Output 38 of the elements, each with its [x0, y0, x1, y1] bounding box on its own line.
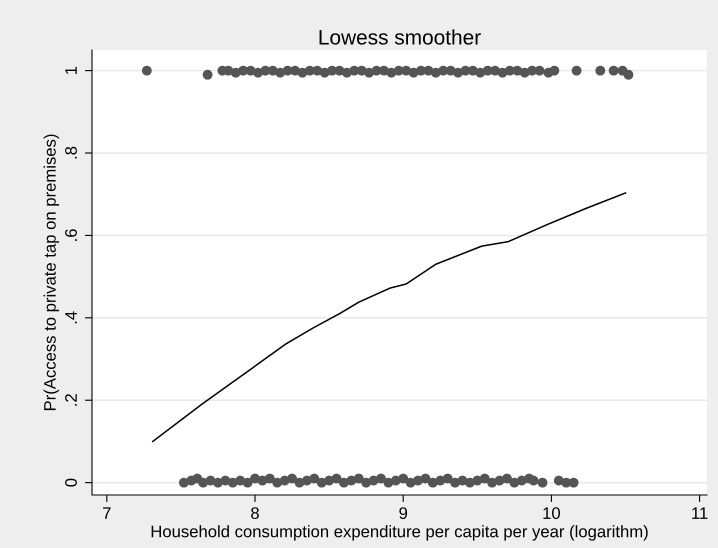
point	[420, 474, 430, 484]
point	[480, 474, 490, 484]
point	[549, 66, 560, 76]
point	[242, 478, 253, 488]
x-tick-label: 11	[692, 507, 708, 519]
y-tick-label: .6	[65, 229, 77, 241]
point	[624, 70, 634, 80]
y-tick-label: 0	[65, 478, 77, 487]
point	[534, 66, 544, 76]
point	[398, 474, 408, 484]
point	[538, 478, 548, 488]
point	[287, 474, 297, 484]
point	[528, 476, 539, 486]
x-tick-label: 7	[103, 507, 111, 519]
x-axis-title: Household consumption expenditure per capita per year (logarithm)	[152, 525, 648, 541]
point	[309, 474, 320, 484]
point	[502, 474, 512, 484]
chart-title: Lowess smoother	[320, 29, 481, 45]
y-axis-title: Pr(Access to private tap on premises)	[44, 134, 60, 410]
line-series	[152, 192, 626, 442]
x-tick-label: 9	[399, 507, 408, 520]
y-tick-label: .4	[65, 311, 77, 324]
point	[572, 66, 582, 76]
point	[354, 474, 364, 484]
point	[142, 66, 152, 76]
point	[332, 474, 342, 484]
y-tick-label: 1	[65, 66, 77, 74]
point	[376, 474, 386, 484]
x-tick-label: 8	[251, 507, 259, 520]
point	[202, 70, 212, 80]
point	[264, 474, 275, 484]
y-tick-label: .2	[65, 394, 77, 406]
point	[442, 474, 453, 484]
point	[595, 66, 606, 76]
x-tick-label: 10	[543, 507, 560, 520]
point	[568, 478, 579, 488]
y-tick-label: .8	[65, 146, 77, 158]
point	[608, 66, 619, 76]
